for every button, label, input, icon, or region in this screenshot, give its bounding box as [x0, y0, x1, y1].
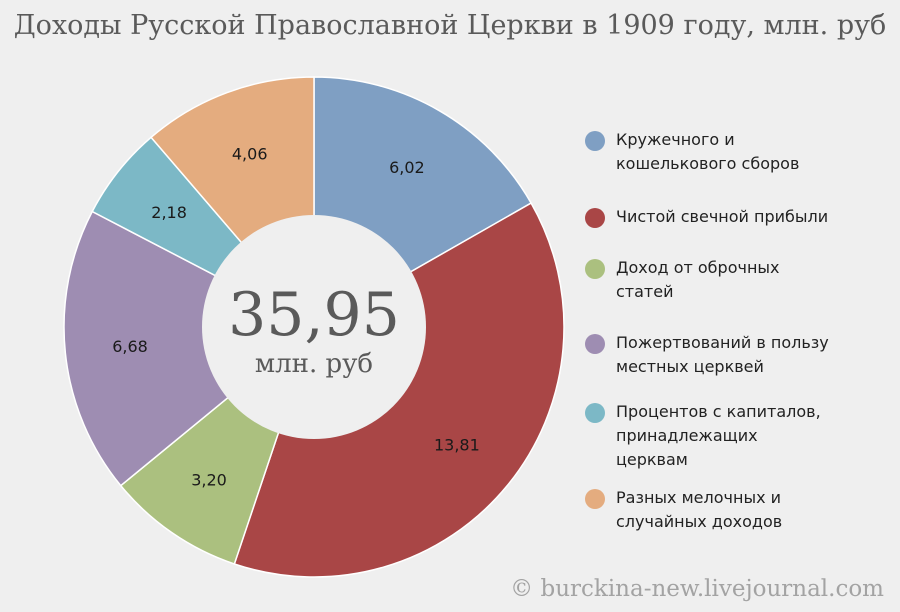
center-total: 35,95 [228, 280, 400, 350]
legend-line: Кружечного и [616, 130, 735, 149]
legend-line: кошелькового сборов [616, 154, 800, 173]
legend-label: Кружечного и кошелькового сборов [616, 128, 876, 176]
legend-label: Доход от оброчных статей [616, 256, 876, 304]
legend-line: церквам [616, 450, 688, 469]
slice-value-label: 6,68 [112, 337, 148, 356]
legend-swatch [585, 131, 605, 151]
legend-line: Разных мелочных и [616, 488, 782, 507]
slice-value-label: 3,20 [191, 470, 227, 489]
legend-line: местных церквей [616, 357, 764, 376]
legend-line: статей [616, 282, 674, 301]
legend-label: Процентов с капиталов, принадлежащих цер… [616, 400, 876, 472]
donut-hole [202, 215, 426, 439]
legend-swatch [585, 489, 605, 509]
legend-line: Процентов с капиталов, [616, 402, 821, 421]
slice-value-label: 2,18 [151, 203, 187, 222]
slice-value-label: 6,02 [389, 158, 425, 177]
legend-line: Чистой свечной прибыли [616, 207, 829, 226]
legend-swatch [585, 259, 605, 279]
legend-line: Доход от оброчных [616, 258, 780, 277]
legend-label: Пожертвований в пользу местных церквей [616, 331, 876, 379]
legend-line: случайных доходов [616, 512, 783, 531]
chart-title: Доходы Русской Православной Церкви в 190… [13, 10, 887, 41]
legend-swatch [585, 334, 605, 354]
pie-slice [63, 210, 316, 487]
legend-line: принадлежащих [616, 426, 758, 445]
legend-label: Разных мелочных и случайных доходов [616, 486, 876, 534]
slice-value-label: 4,06 [232, 145, 268, 164]
legend-swatch [585, 208, 605, 228]
legend-line: Пожертвований в пользу [616, 333, 829, 352]
legend-swatch [585, 403, 605, 423]
legend-label: Чистой свечной прибыли [616, 205, 876, 229]
center-unit: млн. руб [255, 349, 373, 379]
slice-value-label: 13,81 [434, 436, 480, 455]
slice-labels: 6,02 13,81 3,20 6,68 2,18 4,06 [112, 145, 480, 490]
credit-watermark: © burckina-new.livejournal.com [510, 576, 884, 602]
